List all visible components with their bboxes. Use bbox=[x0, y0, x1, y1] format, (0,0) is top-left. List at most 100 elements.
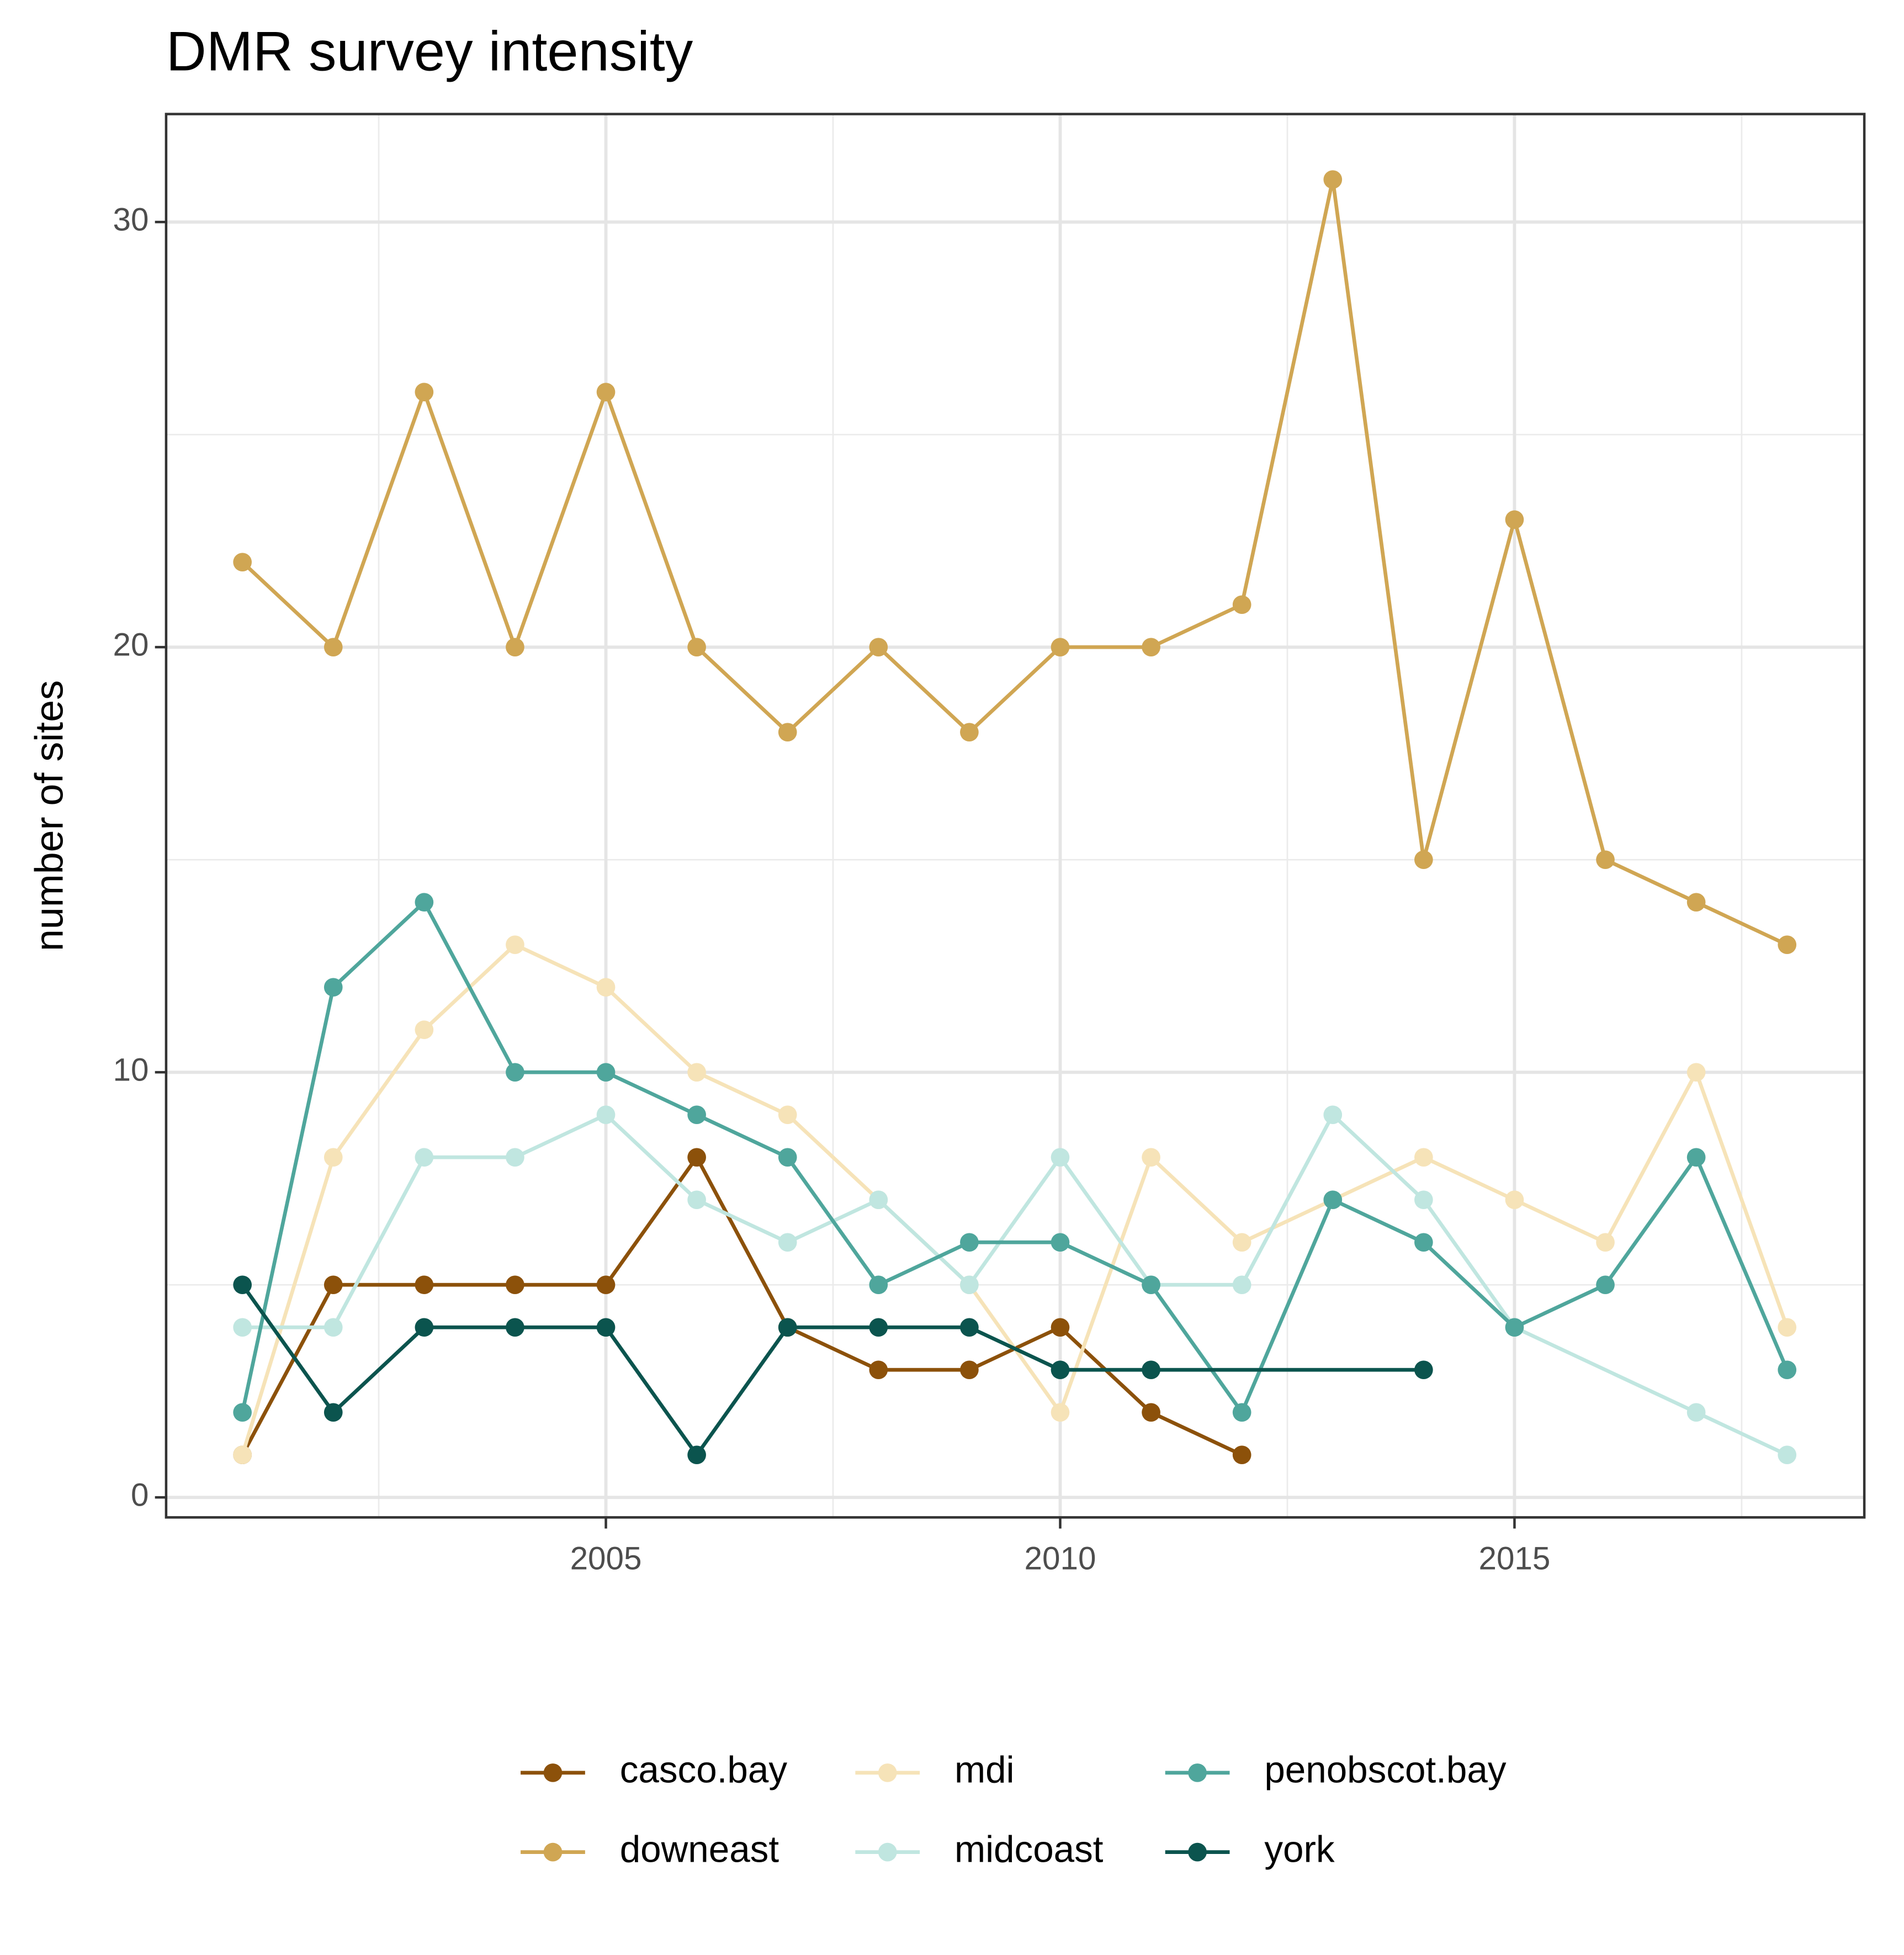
data-point bbox=[869, 1360, 888, 1380]
data-point bbox=[1323, 1105, 1343, 1125]
data-point bbox=[323, 1275, 343, 1295]
data-point bbox=[1596, 1233, 1615, 1252]
data-point bbox=[1414, 1190, 1433, 1210]
data-point bbox=[323, 1318, 343, 1337]
data-point bbox=[778, 1105, 797, 1125]
data-point bbox=[778, 1148, 797, 1167]
data-point bbox=[1596, 1275, 1615, 1295]
data-point bbox=[506, 1063, 524, 1082]
data-point bbox=[415, 1148, 434, 1167]
y-tick-label: 30 bbox=[113, 202, 149, 238]
data-point bbox=[1778, 1445, 1797, 1465]
data-point bbox=[596, 978, 616, 997]
x-tick-label: 2010 bbox=[1025, 1540, 1096, 1576]
data-point bbox=[415, 1275, 434, 1295]
data-point bbox=[960, 1318, 979, 1337]
data-point bbox=[1686, 893, 1706, 912]
data-point bbox=[960, 1233, 979, 1252]
data-point bbox=[1051, 1233, 1070, 1252]
data-point bbox=[687, 1445, 706, 1465]
data-point bbox=[415, 893, 434, 912]
data-point bbox=[506, 1318, 524, 1337]
data-point bbox=[960, 1275, 979, 1295]
data-point bbox=[960, 1360, 979, 1380]
legend-key-point bbox=[543, 1763, 563, 1782]
data-point bbox=[1232, 1233, 1251, 1252]
data-point bbox=[687, 1190, 706, 1210]
data-point bbox=[1596, 850, 1615, 870]
legend-key-point bbox=[878, 1763, 897, 1782]
legend-key-point bbox=[1188, 1763, 1207, 1782]
data-point bbox=[1232, 595, 1251, 614]
data-point bbox=[1142, 1403, 1160, 1422]
data-point bbox=[415, 1318, 434, 1337]
legend-label: midcoast bbox=[954, 1829, 1104, 1870]
data-point bbox=[1051, 638, 1070, 657]
data-point bbox=[506, 1275, 524, 1295]
data-point bbox=[415, 1020, 434, 1040]
legend-key-point bbox=[878, 1842, 897, 1862]
data-point bbox=[323, 1148, 343, 1167]
x-tick-label: 2005 bbox=[570, 1540, 642, 1576]
data-point bbox=[1142, 638, 1160, 657]
data-point bbox=[1323, 1190, 1343, 1210]
data-point bbox=[1778, 935, 1797, 955]
data-point bbox=[1778, 1318, 1797, 1337]
data-point bbox=[869, 1318, 888, 1337]
data-point bbox=[233, 1318, 252, 1337]
data-point bbox=[1142, 1275, 1160, 1295]
data-point bbox=[1232, 1445, 1251, 1465]
legend-label: mdi bbox=[954, 1750, 1015, 1791]
data-point bbox=[1505, 510, 1524, 529]
series-line bbox=[241, 1153, 1243, 1457]
data-point bbox=[596, 1318, 616, 1337]
legend-label: downeast bbox=[620, 1829, 779, 1870]
data-point bbox=[687, 638, 706, 657]
data-point bbox=[1142, 1360, 1160, 1380]
data-point bbox=[506, 935, 524, 955]
data-point bbox=[233, 1275, 252, 1295]
data-point bbox=[960, 723, 979, 742]
plot-border bbox=[165, 113, 1866, 1519]
data-point bbox=[506, 638, 524, 657]
data-point bbox=[778, 723, 797, 742]
data-point bbox=[1414, 850, 1433, 870]
data-point bbox=[596, 1063, 616, 1082]
data-point bbox=[778, 1233, 797, 1252]
data-point bbox=[1232, 1275, 1251, 1295]
x-tick-label: 2015 bbox=[1479, 1540, 1551, 1576]
data-point bbox=[233, 1403, 252, 1422]
data-point bbox=[1323, 170, 1343, 189]
data-point bbox=[1232, 1403, 1251, 1422]
data-point bbox=[596, 1275, 616, 1295]
data-point bbox=[687, 1148, 706, 1167]
data-point bbox=[1778, 1360, 1797, 1380]
data-point bbox=[323, 638, 343, 657]
data-point bbox=[1686, 1063, 1706, 1082]
series-line bbox=[241, 1284, 1424, 1458]
data-point bbox=[323, 1403, 343, 1422]
data-point bbox=[1051, 1360, 1070, 1380]
data-point bbox=[1414, 1148, 1433, 1167]
data-point bbox=[869, 1275, 888, 1295]
data-point bbox=[233, 1445, 252, 1465]
legend-key-point bbox=[543, 1842, 563, 1862]
data-point bbox=[778, 1318, 797, 1337]
data-point bbox=[869, 638, 888, 657]
data-point bbox=[1051, 1403, 1070, 1422]
data-point bbox=[415, 383, 434, 402]
legend-label: casco.bay bbox=[620, 1750, 788, 1791]
legend-key-point bbox=[1188, 1842, 1207, 1862]
y-axis-label: number of sites bbox=[27, 680, 71, 951]
series-line bbox=[241, 179, 1788, 947]
data-point bbox=[687, 1063, 706, 1082]
y-tick-label: 10 bbox=[113, 1052, 149, 1088]
data-point bbox=[1051, 1318, 1070, 1337]
data-point bbox=[1051, 1148, 1070, 1167]
y-tick-label: 0 bbox=[131, 1477, 148, 1513]
data-point bbox=[1142, 1148, 1160, 1167]
data-point bbox=[1414, 1360, 1433, 1380]
